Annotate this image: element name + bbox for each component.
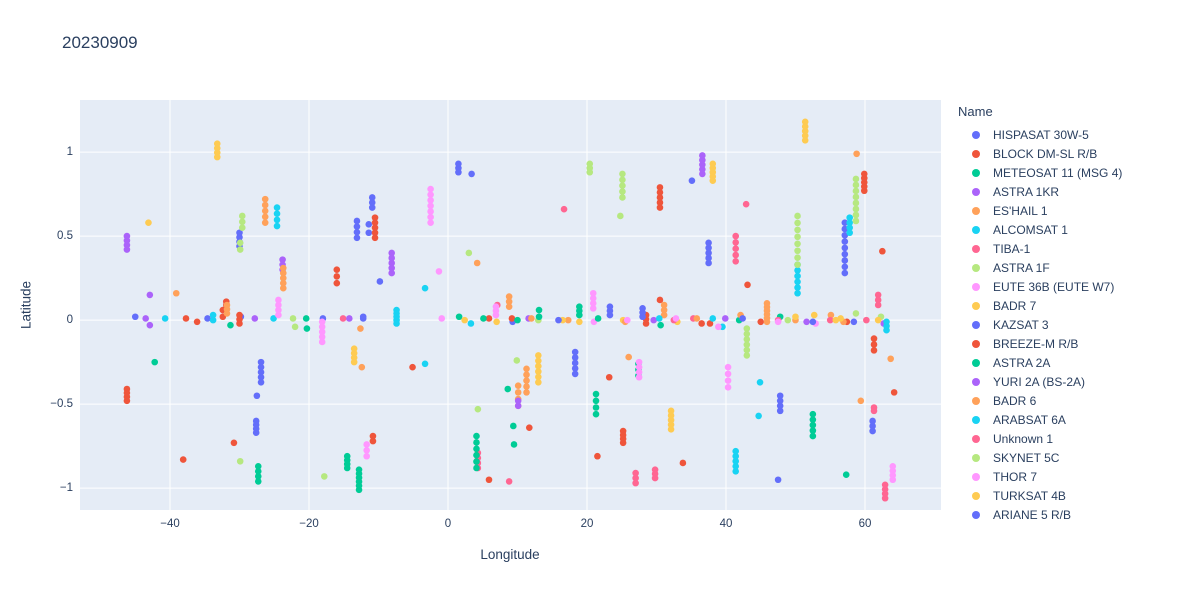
legend-item-label: ALCOMSAT 1: [993, 222, 1068, 237]
legend-marker-icon: [972, 358, 980, 367]
legend-marker-icon: [972, 320, 980, 329]
legend-item[interactable]: HISPASAT 30W-5: [958, 125, 1188, 144]
legend-item-label: KAZSAT 3: [993, 317, 1049, 332]
legend-item[interactable]: ARIANE 5 R/B: [958, 505, 1188, 524]
legend-item-label: THOR 7: [993, 469, 1038, 484]
legend-item-label: ARIANE 5 R/B: [993, 507, 1072, 522]
y-tick-label: −1: [59, 482, 73, 495]
legend-item-label: ARABSAT 6A: [993, 412, 1066, 427]
x-tick-label: −40: [160, 518, 180, 530]
legend-marker-icon: [972, 282, 980, 291]
legend-item-label: YURI 2A (BS-2A): [993, 374, 1086, 389]
legend-marker-icon: [972, 453, 980, 462]
chart-title: 20230909: [62, 33, 138, 52]
legend-item-label: ASTRA 2A: [993, 355, 1051, 370]
legend-item-label: ES'HAIL 1: [993, 203, 1048, 218]
plot-area[interactable]: [80, 100, 941, 510]
legend-item[interactable]: METEOSAT 11 (MSG 4): [958, 163, 1188, 182]
legend-marker-icon: [972, 510, 980, 519]
legend-marker-icon: [972, 339, 980, 348]
legend-item[interactable]: BADR 6: [958, 391, 1188, 410]
legend-item-label: METEOSAT 11 (MSG 4): [993, 165, 1123, 180]
legend-item-label: Unknown 1: [993, 431, 1054, 446]
legend-marker-icon: [972, 472, 980, 481]
legend: Name HISPASAT 30W-5 BLOCK DM-SL R/B METEOS…: [958, 104, 1188, 524]
legend-item-label: TURKSAT 4B: [993, 488, 1066, 503]
legend-item-label: BADR 6: [993, 393, 1037, 408]
legend-item-label: TIBA-1: [993, 241, 1031, 256]
y-tick-label: 0: [66, 314, 73, 327]
legend-item[interactable]: ASTRA 2A: [958, 353, 1188, 372]
legend-item-label: BLOCK DM-SL R/B: [993, 146, 1098, 161]
x-tick-label: 40: [719, 518, 733, 530]
y-tick-label: 1: [66, 146, 73, 159]
legend-item[interactable]: TIBA-1: [958, 239, 1188, 258]
legend-item[interactable]: BREEZE-M R/B: [958, 334, 1188, 353]
legend-item[interactable]: BADR 7: [958, 296, 1188, 315]
y-tick-label: −0.5: [50, 398, 73, 411]
legend-marker-icon: [972, 206, 980, 215]
legend-marker-icon: [972, 263, 980, 272]
legend-item[interactable]: TURKSAT 4B: [958, 486, 1188, 505]
legend-item-label: BREEZE-M R/B: [993, 336, 1079, 351]
legend-marker-icon: [972, 434, 980, 443]
legend-marker-icon: [972, 301, 980, 310]
legend-marker-icon: [972, 491, 980, 500]
legend-item[interactable]: THOR 7: [958, 467, 1188, 486]
legend-item[interactable]: BLOCK DM-SL R/B: [958, 144, 1188, 163]
legend-marker-icon: [972, 377, 980, 386]
legend-marker-icon: [972, 225, 980, 234]
legend-item-label: HISPASAT 30W-5: [993, 127, 1089, 142]
legend-item[interactable]: ARABSAT 6A: [958, 410, 1188, 429]
legend-item[interactable]: YURI 2A (BS-2A): [958, 372, 1188, 391]
y-tick-label: 0.5: [57, 230, 73, 243]
legend-item[interactable]: KAZSAT 3: [958, 315, 1188, 334]
x-tick-label: 20: [580, 518, 594, 530]
legend-item[interactable]: SKYNET 5C: [958, 448, 1188, 467]
legend-item[interactable]: ASTRA 1F: [958, 258, 1188, 277]
legend-item-label: BADR 7: [993, 298, 1037, 313]
legend-marker-icon: [972, 149, 980, 158]
legend-items: HISPASAT 30W-5 BLOCK DM-SL R/B METEOSAT 11…: [958, 125, 1188, 524]
legend-item-label: ASTRA 1F: [993, 260, 1050, 275]
legend-title: Name: [958, 104, 993, 119]
scatter-canvas: [80, 100, 941, 510]
legend-item[interactable]: ALCOMSAT 1: [958, 220, 1188, 239]
legend-item[interactable]: EUTE 36B (EUTE W7): [958, 277, 1188, 296]
legend-marker-icon: [972, 187, 980, 196]
legend-marker-icon: [972, 415, 980, 424]
legend-marker-icon: [972, 244, 980, 253]
legend-item-label: SKYNET 5C: [993, 450, 1060, 465]
legend-marker-icon: [972, 130, 980, 139]
legend-item[interactable]: Unknown 1: [958, 429, 1188, 448]
y-axis-title: Latitude: [18, 280, 34, 330]
legend-marker-icon: [972, 168, 980, 177]
legend-item[interactable]: ES'HAIL 1: [958, 201, 1188, 220]
x-tick-label: 0: [444, 518, 452, 530]
x-axis-title: Longitude: [480, 547, 540, 562]
x-tick-label: −20: [299, 518, 319, 530]
legend-item[interactable]: ASTRA 1KR: [958, 182, 1188, 201]
legend-item-label: ASTRA 1KR: [993, 184, 1060, 199]
legend-marker-icon: [972, 396, 980, 405]
x-tick-label: 60: [858, 518, 872, 530]
legend-item-label: EUTE 36B (EUTE W7): [993, 279, 1115, 294]
